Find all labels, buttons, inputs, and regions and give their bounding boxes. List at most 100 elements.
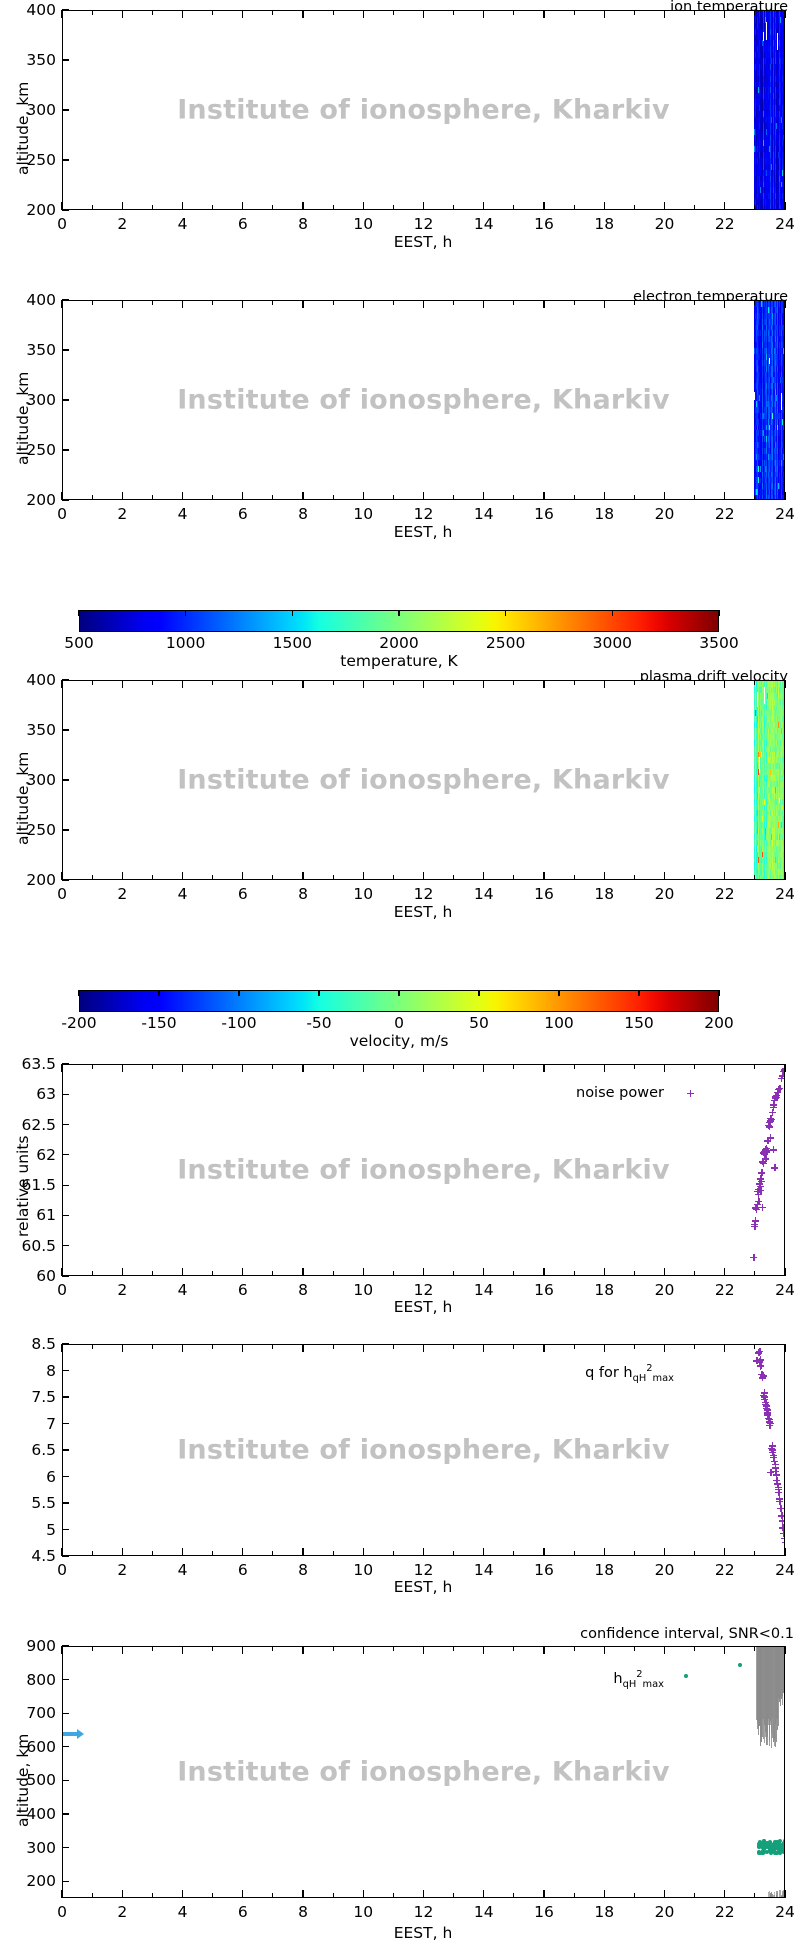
x-tick-label: 12 [413,215,434,233]
heatmap-cell [784,383,785,390]
x-tick-mark [663,10,666,18]
x-tick-mark [121,300,123,308]
x-tick-mark [543,300,545,308]
x-tick-mark [483,492,485,500]
plot-area-electron-temperature: Institute of ionosphere, Kharkiv [62,300,785,500]
x-tick-mark [543,10,545,18]
heatmap-cell [784,319,785,326]
x-tick-mark [181,202,184,210]
x-minor-tick [212,300,214,305]
x-minor-tick [513,300,515,305]
heatmap-cell [784,140,785,147]
x-tick-label: 2 [117,505,128,523]
x-tick-label: 10 [353,505,374,523]
y-tick-mark [62,499,69,501]
colorbar-tick-mark [505,610,507,616]
x-minor-tick [272,495,274,500]
x-minor-tick [573,205,575,210]
heatmap-cell [784,82,785,89]
x-minor-tick [91,205,93,210]
x-minor-tick [392,205,394,210]
heatmap-cell [784,105,785,112]
x-minor-tick [272,10,274,15]
x-minor-tick [91,10,93,15]
x-minor-tick [694,10,696,15]
x-minor-tick [272,300,274,305]
x-minor-tick [453,300,455,305]
heatmap-cell [784,395,785,402]
x-tick-mark [362,300,364,308]
heatmap-cell [784,454,785,461]
heatmap-cell [784,129,785,136]
x-tick-label: 6 [237,215,248,233]
heatmap-cell [784,40,785,47]
x-minor-tick [633,205,635,210]
x-tick-mark [362,10,364,18]
x-minor-tick [272,205,274,210]
x-tick-mark [242,492,244,500]
x-minor-tick [332,495,334,500]
colorbar-tick-mark [611,610,613,616]
x-tick-mark [121,10,123,18]
y-tick-mark [62,109,69,111]
x-tick-label: 4 [177,505,188,523]
heatmap-cell [784,76,785,83]
y-tick-label: 400 [26,1,56,19]
heatmap-cell [784,135,785,142]
x-tick-label: 12 [413,505,434,523]
y-tick-mark [62,9,69,11]
heatmap-cell [784,170,785,177]
heatmap-cell [784,46,785,53]
heatmap-cell [784,23,785,30]
x-minor-tick [392,495,394,500]
x-tick-mark [784,300,786,308]
x-minor-tick [332,300,334,305]
x-tick-mark [663,492,666,500]
panel-plasma-drift-velocity: plasma drift velocity altitude, km Insti… [0,669,800,970]
heatmap-cell [784,377,785,384]
colorbar-temperature-label: temperature, K [340,652,458,670]
heatmap-cell [784,442,785,449]
x-minor-tick [633,495,635,500]
colorbar-temperature: 500 1000 1500 2000 2500 3000 3500 temperature,… [0,600,800,670]
x-tick-mark [483,202,485,210]
heatmap-cell [784,407,785,414]
y-tick-mark [62,59,69,61]
x-tick-mark [362,202,364,210]
x-tick-mark [543,202,545,210]
x-tick-label: 2 [117,215,128,233]
colorbar-tick-label: 1500 [272,634,313,652]
heatmap-cell [784,360,785,367]
heatmap-cell [784,366,785,373]
x-minor-tick [633,10,635,15]
y-tick-mark [62,299,69,301]
x-minor-tick [392,300,394,305]
x-minor-tick [573,300,575,305]
x-tick-mark [302,492,304,500]
x-tick-mark [784,10,786,18]
x-minor-tick [151,495,153,500]
heatmap-cell [784,182,785,189]
x-tick-label: 24 [775,505,795,523]
x-minor-tick [91,495,93,500]
x-tick-mark [784,202,786,210]
x-tick-label: 20 [654,215,675,233]
y-tick-label: 250 [26,151,56,169]
x-minor-tick [212,10,214,15]
y-tick-label: 300 [26,101,56,119]
x-minor-tick [151,10,153,15]
x-tick-mark [784,492,786,500]
heatmap-cell [784,193,785,200]
x-minor-tick [392,10,394,15]
x-tick-label: 24 [775,215,795,233]
x-tick-label: 10 [353,215,374,233]
x-tick-label: 8 [298,505,308,523]
x-minor-tick [694,205,696,210]
x-minor-tick [212,205,214,210]
panel-ion-temperature: ion temperature altitude, km Institute o… [0,0,800,300]
heatmap-cell [784,372,785,379]
x-tick-mark [362,492,364,500]
heatmap-cell [784,401,785,408]
heatmap-cell [784,466,785,473]
heatmap-cell [784,430,785,437]
